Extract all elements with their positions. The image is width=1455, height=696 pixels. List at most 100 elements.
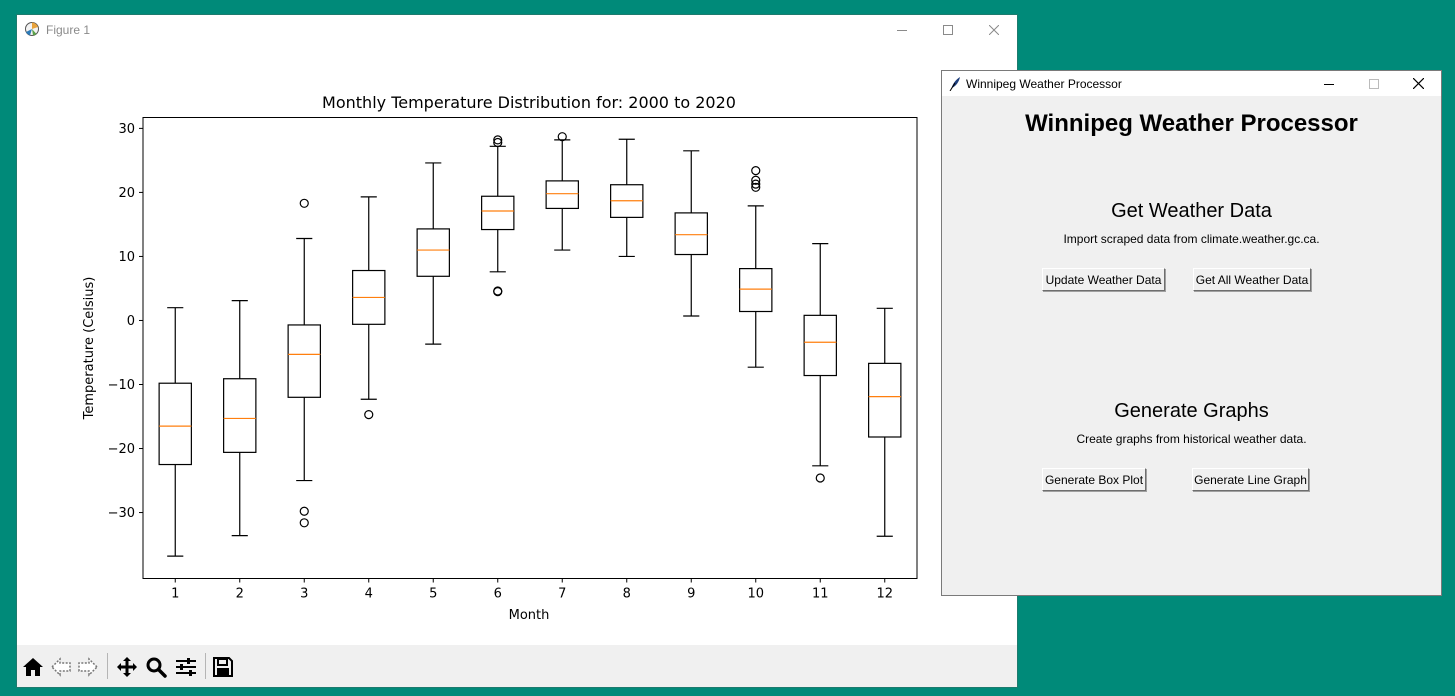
outlier-point [751, 166, 761, 176]
box-plot-chart: Monthly Temperature Distribution for: 20… [82, 93, 918, 623]
x-tick-label: 1 [171, 587, 179, 602]
toolbar-separator [205, 653, 206, 679]
back-arrow-icon [50, 657, 71, 677]
forward-arrow-icon [78, 657, 99, 677]
tk-close-button[interactable] [1396, 71, 1441, 96]
app-heading: Winnipeg Weather Processor [1025, 110, 1358, 137]
tk-minimize-button[interactable] [1306, 71, 1351, 96]
outlier-point [557, 132, 567, 142]
outlier-point [493, 287, 503, 297]
minimize-button[interactable] [879, 15, 925, 45]
outlier-point [815, 473, 825, 483]
y-tick-label: 20 [118, 186, 135, 201]
box-month-11 [803, 243, 837, 483]
box-month-3 [287, 198, 321, 528]
weather-processor-window: Winnipeg Weather Processor Winnipeg Weat… [941, 70, 1442, 596]
outlier-point [751, 179, 761, 189]
y-tick-label: −30 [108, 506, 135, 521]
y-tick-label: 0 [127, 314, 135, 329]
box-month-5 [416, 162, 450, 345]
chart-title: Monthly Temperature Distribution for: 20… [322, 93, 736, 112]
figure-window-title: Figure 1 [46, 23, 91, 37]
x-tick-label: 11 [812, 587, 829, 602]
pan-move-icon [117, 657, 137, 677]
y-tick-label: 10 [118, 250, 135, 265]
boxes-group [158, 132, 902, 557]
box-month-2 [223, 300, 257, 537]
x-tick-label: 4 [365, 587, 373, 602]
iqr-box [674, 212, 708, 256]
close-icon [1413, 78, 1424, 89]
navigation-toolbar [17, 645, 1017, 687]
tk-titlebar[interactable]: Winnipeg Weather Processor [942, 71, 1441, 96]
box-month-9 [674, 150, 708, 317]
iqr-box [545, 180, 579, 210]
iqr-box [416, 228, 450, 277]
get-weather-data-description: Import scraped data from climate.weather… [1063, 232, 1320, 246]
box-month-12 [868, 307, 902, 537]
iqr-box [158, 382, 192, 466]
x-axis: 1 2 3 4 5 6 7 8 9 10 11 12 [171, 578, 893, 602]
plot-area [142, 117, 918, 579]
y-axis: −30 −20 −10 0 10 20 30 [108, 122, 143, 521]
generate-box-plot-button[interactable]: Generate Box Plot [1042, 468, 1146, 491]
outlier-point [751, 182, 761, 192]
x-tick-label: 9 [687, 587, 695, 602]
matplotlib-app-icon [24, 21, 40, 37]
x-tick-label: 12 [876, 587, 893, 602]
iqr-box [287, 324, 321, 398]
toolbar-separator [107, 653, 108, 679]
configure-subplots-icon [176, 658, 196, 676]
outlier-point [299, 506, 309, 516]
x-tick-label: 7 [558, 587, 566, 602]
update-weather-data-button[interactable]: Update Weather Data [1042, 268, 1165, 291]
close-icon [989, 25, 999, 35]
box-month-1 [158, 307, 192, 557]
minimize-icon [1323, 83, 1334, 85]
outlier-point [299, 198, 309, 208]
minimize-icon [897, 30, 907, 31]
box-month-4 [352, 196, 386, 420]
box-month-8 [610, 138, 644, 258]
outlier-point [364, 409, 374, 420]
save-floppy-icon [213, 657, 233, 677]
configure-subplots-button[interactable] [173, 654, 199, 680]
figure-window: Figure 1 Monthly Temperature Distributio… [17, 15, 1017, 687]
generate-graphs-heading: Generate Graphs [1114, 400, 1269, 422]
x-tick-label: 6 [494, 587, 502, 602]
home-icon [23, 658, 43, 676]
close-button[interactable] [971, 15, 1017, 45]
tk-maximize-button[interactable] [1351, 71, 1396, 96]
get-weather-data-heading: Get Weather Data [1111, 200, 1272, 222]
maximize-icon [943, 25, 953, 35]
y-tick-label: −10 [108, 378, 135, 393]
outlier-point [751, 175, 761, 185]
maximize-icon [1368, 78, 1379, 89]
y-axis-label: Temperature (Celsius) [82, 277, 97, 421]
save-button[interactable] [210, 654, 236, 680]
x-tick-label: 2 [236, 587, 244, 602]
forward-button[interactable] [75, 654, 101, 680]
y-tick-label: −20 [108, 442, 135, 457]
outlier-point [493, 137, 503, 148]
generate-graphs-description: Create graphs from historical weather da… [1076, 432, 1307, 446]
maximize-button[interactable] [925, 15, 971, 45]
iqr-box [481, 195, 515, 231]
figure-canvas[interactable]: Monthly Temperature Distribution for: 20… [17, 45, 1017, 645]
zoom-button[interactable] [143, 654, 169, 680]
y-tick-label: 30 [118, 122, 135, 137]
x-tick-label: 5 [429, 587, 437, 602]
back-button[interactable] [48, 654, 74, 680]
box-month-10 [739, 166, 773, 368]
get-all-weather-data-button[interactable]: Get All Weather Data [1193, 268, 1311, 291]
home-button[interactable] [20, 654, 46, 680]
iqr-box [868, 362, 902, 438]
tk-window-title: Winnipeg Weather Processor [966, 77, 1122, 91]
iqr-box [739, 268, 773, 313]
generate-line-graph-button[interactable]: Generate Line Graph [1192, 468, 1309, 491]
feather-icon [949, 76, 961, 92]
figure-titlebar[interactable]: Figure 1 [17, 15, 1017, 45]
outlier-point [299, 518, 309, 528]
x-axis-label: Month [509, 608, 550, 623]
pan-button[interactable] [114, 654, 140, 680]
